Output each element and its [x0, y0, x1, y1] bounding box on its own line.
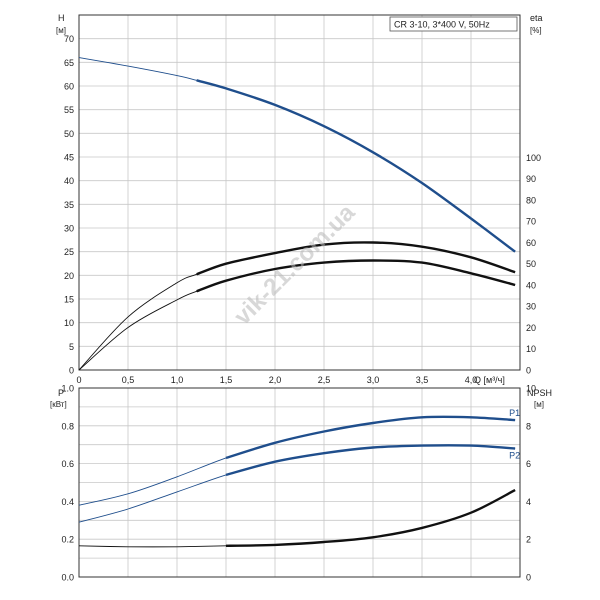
bottom-y-axis-unit: [кВт]: [50, 400, 67, 409]
bottom-chart-series: P1 P2: [78, 408, 520, 548]
bottom-series-0-operating-line: [225, 415, 516, 460]
chart-title-frame: [389, 16, 518, 32]
bottom-y2-axis-label: NPSH: [527, 388, 552, 398]
chart-title: CR 3-10, 3*400 V, 50Hz: [394, 20, 490, 30]
y2-tick-label: 10: [526, 344, 536, 354]
top-y-axis-unit: [м]: [56, 26, 66, 35]
y-tick-label: 0.8: [61, 421, 74, 431]
y-tick-label: 30: [64, 224, 74, 234]
x-tick-label: 0,5: [122, 375, 135, 385]
y2-tick-label: 0: [526, 366, 531, 376]
chart-title-box: CR 3-10, 3*400 V, 50Hz: [389, 16, 518, 32]
series-label-p2: P2: [509, 450, 520, 460]
y2-tick-label: 100: [526, 153, 541, 163]
bottom-y-axis-label: P: [58, 388, 64, 398]
bottom-series-1-operating-line: [225, 444, 516, 477]
y2-tick-label: 80: [526, 195, 536, 205]
y-tick-label: 0.2: [61, 535, 74, 545]
top-series-0-operating-line: [196, 79, 516, 253]
y-tick-label: 1.0: [61, 384, 74, 394]
bottom-chart-frame: [78, 387, 521, 578]
y-tick-label: 15: [64, 295, 74, 305]
y2-tick-label: 90: [526, 174, 536, 184]
x-tick-label: 2,5: [318, 375, 331, 385]
y-tick-label: 0.0: [61, 573, 74, 583]
y-tick-label: 20: [64, 271, 74, 281]
x-tick-label: 4,0: [465, 375, 478, 385]
y-tick-label: 10: [64, 318, 74, 328]
y2-tick-label: 30: [526, 302, 536, 312]
y-tick-label: 45: [64, 153, 74, 163]
y-tick-label: 0.4: [61, 497, 74, 507]
x-tick-label: 1,5: [220, 375, 233, 385]
y-tick-label: 25: [64, 247, 74, 257]
y-tick-label: 40: [64, 176, 74, 186]
y2-tick-label: 4: [526, 497, 531, 507]
bottom-y2-axis-unit: [м]: [534, 400, 544, 409]
top-series-1-operating-line: [196, 241, 516, 276]
y2-tick-label: 10: [526, 384, 536, 394]
y-tick-label: 0: [69, 366, 74, 376]
y-tick-label: 5: [69, 342, 74, 352]
series-label-p1: P1: [509, 408, 520, 418]
x-tick-label: 0: [76, 375, 81, 385]
y-tick-label: 0.6: [61, 459, 74, 469]
y-tick-label: 50: [64, 129, 74, 139]
top-chart-frame: [78, 14, 521, 371]
y2-tick-label: 0: [526, 573, 531, 583]
y2-tick-label: 2: [526, 535, 531, 545]
y2-tick-label: 70: [526, 217, 536, 227]
y-tick-label: 70: [64, 34, 74, 44]
x-axis-label: Q [м³/ч]: [474, 375, 505, 385]
x-tick-label: 1,0: [171, 375, 184, 385]
top-chart-axis-labels: H [м] eta [%] Q [м³/ч]: [56, 13, 543, 385]
x-tick-label: 2,0: [269, 375, 282, 385]
y-tick-label: 60: [64, 82, 74, 92]
y2-tick-label: 20: [526, 323, 536, 333]
bottom-chart-ticks: 0.0 0.2 0.4 0.6 0.8 1.0 0 2 4 6 8 10: [61, 384, 536, 583]
y2-tick-label: 50: [526, 259, 536, 269]
y-tick-label: 35: [64, 200, 74, 210]
y2-tick-label: 8: [526, 421, 531, 431]
x-tick-label: 3,0: [367, 375, 380, 385]
y2-tick-label: 40: [526, 280, 536, 290]
y2-tick-label: 60: [526, 238, 536, 248]
y-tick-label: 55: [64, 105, 74, 115]
bottom-series-2-operating-line: [225, 489, 516, 547]
top-y2-axis-label: eta: [530, 13, 543, 23]
top-chart-grid: [78, 15, 520, 371]
top-series-2-operating-line: [196, 259, 516, 293]
y-tick-label: 65: [64, 58, 74, 68]
top-chart-series: [78, 57, 516, 371]
top-y2-axis-unit: [%]: [530, 26, 542, 35]
top-y-axis-label: H: [58, 13, 65, 23]
top-chart-ticks: 0 0,5 1,0 1,5 2,0 2,5 3,0 3,5 4,0 0 5 10 15 20 25 30 35 4…: [64, 34, 541, 385]
x-tick-label: 3,5: [416, 375, 429, 385]
bottom-chart-axis-labels: P [кВт] NPSH [м]: [50, 388, 552, 409]
y2-tick-label: 6: [526, 459, 531, 469]
